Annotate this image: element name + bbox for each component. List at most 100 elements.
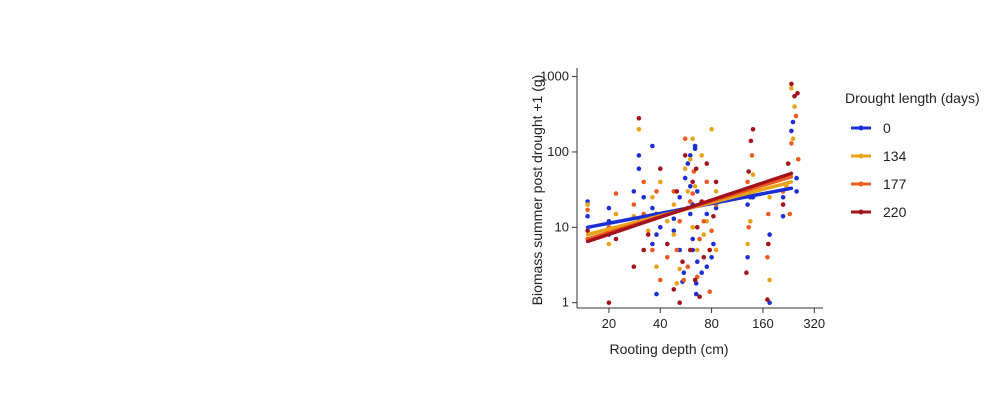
- data-point: [606, 205, 612, 211]
- data-point: [695, 259, 700, 265]
- chart: 1 10 100 1000 20 40 80 160 320 Rooting depth (cm…: [515, 0, 1000, 409]
- data-point: [688, 211, 693, 217]
- trend-line: [585, 171, 794, 244]
- data-point: [677, 219, 682, 224]
- data-point: [665, 241, 670, 247]
- legend-title: Drought length (days): [845, 90, 980, 106]
- data-point: [690, 236, 695, 242]
- field-trial-photo: [0, 0, 511, 409]
- data-point: [748, 219, 753, 224]
- y-tick-label: 10: [555, 219, 569, 234]
- data-point: [745, 202, 750, 207]
- data-point: [789, 128, 794, 134]
- y-tick-label: 1: [562, 295, 569, 310]
- data-point: [794, 189, 799, 194]
- data-point: [789, 141, 794, 146]
- data-point: [641, 179, 646, 185]
- data-point: [688, 247, 693, 253]
- grass: [0, 160, 510, 409]
- data-point: [631, 264, 637, 270]
- data-point: [765, 254, 770, 260]
- data-point: [692, 277, 698, 283]
- data-point: [641, 247, 646, 253]
- data-point: [795, 91, 800, 96]
- data-point: [745, 254, 750, 260]
- data-point: [767, 277, 772, 283]
- data-point: [636, 153, 642, 158]
- data-point: [750, 127, 756, 132]
- data-point: [658, 225, 663, 230]
- x-tick-label: 40: [653, 316, 667, 331]
- data-point: [713, 247, 719, 253]
- data-point: [749, 153, 755, 158]
- data-point: [704, 264, 710, 270]
- tunnel-frame: [29, 28, 481, 122]
- legend-label: 177: [883, 176, 907, 192]
- data-point: [650, 143, 655, 149]
- data-point: [690, 191, 695, 196]
- data-point: [746, 225, 751, 230]
- data-point: [690, 136, 695, 141]
- data-point: [658, 179, 663, 185]
- data-point: [688, 153, 693, 158]
- legend-label: 220: [883, 204, 907, 220]
- data-point: [674, 189, 680, 194]
- data-point: [746, 169, 751, 174]
- data-point: [789, 81, 794, 87]
- data-point: [711, 241, 716, 247]
- data-point: [750, 172, 756, 177]
- data-point: [671, 287, 677, 292]
- data-point: [654, 189, 659, 194]
- data-point: [704, 211, 710, 217]
- data-point: [695, 189, 700, 194]
- data-point: [682, 153, 688, 158]
- data-point: [787, 211, 793, 217]
- data-point: [645, 228, 651, 234]
- data-point: [674, 247, 680, 253]
- data-point: [665, 254, 670, 260]
- data-point: [790, 136, 796, 141]
- data-point: [650, 241, 655, 247]
- data-point: [681, 270, 687, 276]
- data-point: [709, 254, 714, 260]
- data-point: [658, 166, 663, 171]
- data-point: [688, 199, 693, 204]
- data-point: [677, 266, 682, 272]
- data-point: [645, 232, 651, 237]
- data-point: [650, 205, 655, 211]
- data-point: [636, 116, 642, 121]
- data-point: [690, 225, 695, 230]
- data-point: [711, 214, 716, 219]
- data-point: [744, 270, 749, 276]
- data-point: [745, 179, 750, 185]
- data-point: [793, 113, 799, 119]
- data-point: [690, 179, 695, 185]
- data-point: [701, 254, 707, 260]
- data-point: [780, 195, 786, 200]
- data-point: [707, 289, 712, 295]
- y-tick-label: 1000: [540, 69, 569, 84]
- data-point: [631, 189, 637, 194]
- legend-label: 0: [883, 120, 891, 136]
- scatter-chart: 1 10 100 1000 20 40 80 160 320 Rooting depth (cm…: [529, 68, 980, 357]
- data-point: [654, 232, 659, 237]
- stakes: [89, 254, 433, 386]
- data-point: [613, 236, 619, 242]
- data-point: [699, 153, 704, 158]
- data-point: [794, 175, 799, 181]
- data-point: [677, 300, 682, 306]
- data-point: [685, 264, 691, 270]
- x-tick-label: 20: [602, 316, 616, 331]
- data-point: [709, 127, 714, 132]
- data-point: [585, 207, 590, 213]
- data-point: [713, 179, 719, 185]
- legend-marker: [858, 209, 864, 215]
- data-point: [682, 166, 688, 171]
- data-point: [697, 236, 702, 242]
- data-point: [585, 202, 590, 207]
- data-point: [585, 214, 590, 219]
- data-point: [695, 225, 700, 230]
- data-point: [780, 202, 786, 207]
- data-point: [704, 161, 710, 166]
- data-points: [585, 81, 801, 306]
